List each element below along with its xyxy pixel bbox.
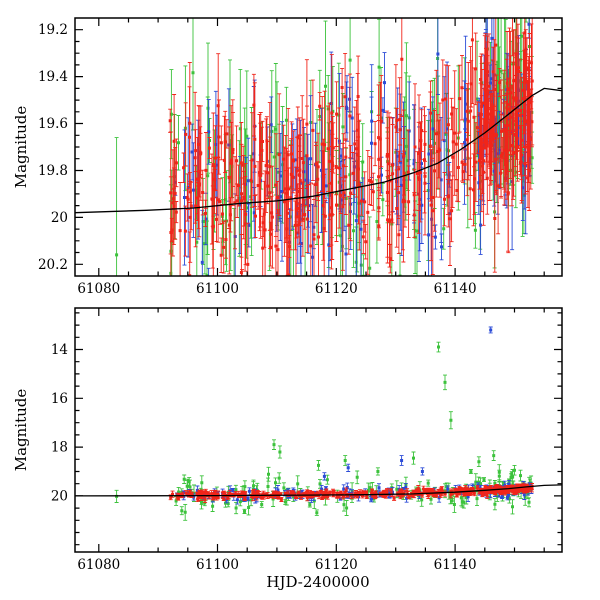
svg-text:18: 18	[51, 440, 68, 456]
svg-text:61100: 61100	[196, 557, 239, 573]
x-axis-label: HJD-2400000	[266, 573, 370, 591]
svg-text:19.6: 19.6	[38, 116, 68, 132]
svg-text:61140: 61140	[434, 281, 477, 297]
top-panel-y-axis-label: Magnitude	[12, 105, 30, 189]
svg-text:61080: 61080	[77, 557, 120, 573]
svg-text:14: 14	[51, 342, 68, 358]
svg-text:19.2: 19.2	[38, 22, 68, 38]
svg-text:61140: 61140	[434, 557, 477, 573]
svg-text:61080: 61080	[77, 281, 120, 297]
svg-text:19.8: 19.8	[38, 163, 68, 179]
svg-text:61120: 61120	[315, 281, 358, 297]
bottom-panel-y-axis-label: Magnitude	[12, 388, 30, 472]
svg-text:61120: 61120	[315, 557, 358, 573]
panel-bottom-data	[75, 326, 562, 521]
svg-text:20: 20	[51, 210, 68, 226]
svg-text:19.4: 19.4	[38, 69, 68, 85]
panel-top-data	[75, 18, 562, 276]
svg-text:61100: 61100	[196, 281, 239, 297]
svg-text:20.2: 20.2	[38, 257, 68, 273]
svg-text:20: 20	[51, 488, 68, 504]
svg-text:16: 16	[51, 391, 68, 407]
